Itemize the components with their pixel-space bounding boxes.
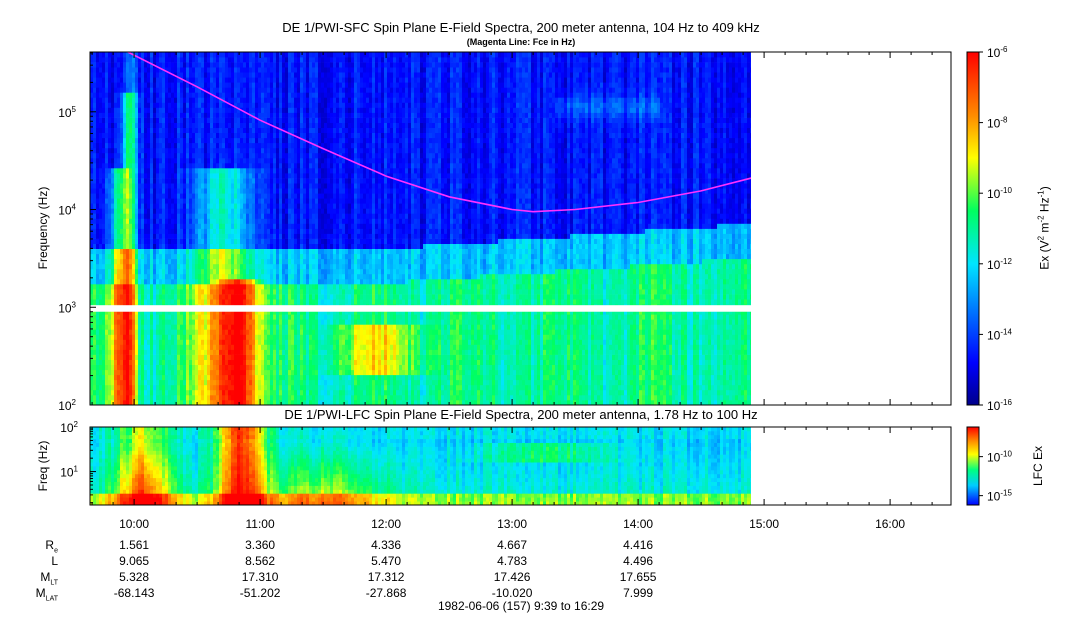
ephem-value: 8.562 [245, 554, 275, 568]
ephem-value: 3.360 [245, 538, 275, 552]
fce-line [127, 52, 751, 213]
lfc-ytick-label: 101 [60, 465, 78, 480]
ephem-value: 17.312 [368, 570, 405, 584]
lfc-plot-frame [89, 426, 952, 506]
ephem-value: 4.416 [623, 538, 653, 552]
ephem-row-label: Re [18, 538, 58, 554]
ephem-row-label: MLT [18, 570, 58, 586]
ephem-value: -27.868 [366, 586, 407, 600]
ephem-row-label: L [18, 554, 58, 568]
sfc-ytick-label: 104 [58, 203, 76, 218]
sfc-data-gap [90, 305, 751, 312]
ephem-value: 17.655 [620, 570, 657, 584]
lfc-colorbar [966, 426, 980, 506]
lfc-ytick-label: 102 [60, 420, 78, 435]
ephem-value: 4.496 [623, 554, 653, 568]
sfc-spectrogram [90, 52, 751, 405]
ephem-value: 4.336 [371, 538, 401, 552]
ephem-value: 7.999 [623, 586, 653, 600]
ephem-value: -10.020 [492, 586, 533, 600]
ephem-value: 17.310 [242, 570, 279, 584]
lfc-colorbar-tick-label: 10-10 [987, 450, 1012, 465]
sfc-ytick-label: 102 [58, 398, 76, 413]
lfc-spectrogram [90, 427, 751, 505]
sfc-plot-frame [89, 51, 952, 406]
ephem-value: 9.065 [119, 554, 149, 568]
ephem-row-label: MLAT [18, 586, 58, 602]
time-tick-label: 10:00 [119, 517, 149, 531]
sfc-colorbar-tick-label: 10-14 [987, 327, 1012, 342]
ephem-value: -51.202 [240, 586, 281, 600]
ephem-value: -68.143 [114, 586, 155, 600]
sfc-colorbar-tick-label: 10-6 [987, 45, 1008, 60]
sfc-ytick-label: 103 [58, 300, 76, 315]
time-tick-label: 16:00 [875, 517, 905, 531]
sfc-colorbar-tick-label: 10-8 [987, 116, 1008, 131]
sfc-subtitle: (Magenta Line: Fce in Hz) [467, 37, 576, 47]
ephem-value: 1.561 [119, 538, 149, 552]
ephem-value: 17.426 [494, 570, 531, 584]
sfc-colorbar-tick-label: 10-16 [987, 398, 1012, 413]
sfc-colorbar [966, 51, 980, 406]
lfc-colorbar-label: LFC Ex [1031, 446, 1045, 486]
ephem-value: 5.328 [119, 570, 149, 584]
sfc-colorbar-tick-label: 10-12 [987, 257, 1012, 272]
ephem-value: 4.783 [497, 554, 527, 568]
ephem-value: 4.667 [497, 538, 527, 552]
time-tick-label: 14:00 [623, 517, 653, 531]
sfc-title: DE 1/PWI-SFC Spin Plane E-Field Spectra,… [282, 20, 760, 35]
lfc-colorbar-tick-label: 10-15 [987, 489, 1012, 504]
lfc-title: DE 1/PWI-LFC Spin Plane E-Field Spectra,… [284, 407, 757, 422]
time-tick-label: 13:00 [497, 517, 527, 531]
sfc-colorbar-tick-label: 10-10 [987, 186, 1012, 201]
time-tick-label: 11:00 [246, 517, 275, 531]
time-tick-label: 12:00 [371, 517, 401, 531]
sfc-colorbar-label: Ex (V2 m-2 Hz-1) [1037, 186, 1052, 269]
sfc-ytick-label: 105 [58, 105, 76, 120]
time-range-footer: 1982-06-06 (157) 9:39 to 16:29 [438, 599, 604, 613]
ephem-value: 5.470 [371, 554, 401, 568]
time-tick-label: 15:00 [749, 517, 779, 531]
